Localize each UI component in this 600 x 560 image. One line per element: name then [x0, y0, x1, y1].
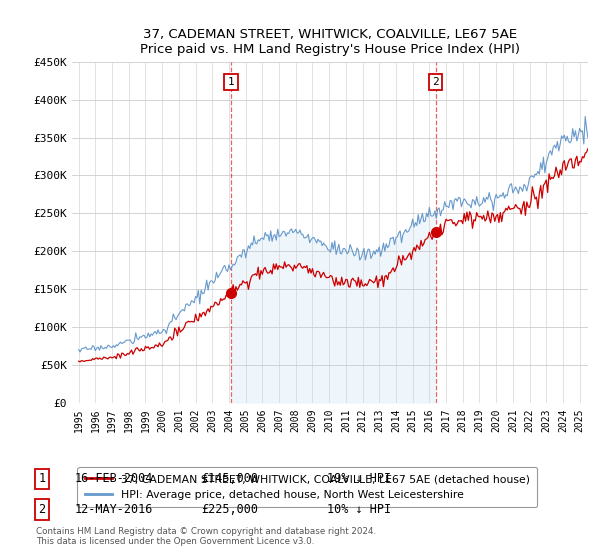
- Text: 10% ↓ HPI: 10% ↓ HPI: [327, 503, 391, 516]
- Text: 12-MAY-2016: 12-MAY-2016: [75, 503, 154, 516]
- Text: £145,000: £145,000: [201, 472, 258, 486]
- Text: £225,000: £225,000: [201, 503, 258, 516]
- Text: 2: 2: [38, 503, 46, 516]
- Title: 37, CADEMAN STREET, WHITWICK, COALVILLE, LE67 5AE
Price paid vs. HM Land Registr: 37, CADEMAN STREET, WHITWICK, COALVILLE,…: [140, 28, 520, 56]
- Text: 1: 1: [227, 77, 235, 87]
- Text: Contains HM Land Registry data © Crown copyright and database right 2024.
This d: Contains HM Land Registry data © Crown c…: [36, 526, 376, 546]
- Text: 2: 2: [432, 77, 439, 87]
- Text: 19% ↓ HPI: 19% ↓ HPI: [327, 472, 391, 486]
- Legend: 37, CADEMAN STREET, WHITWICK, COALVILLE, LE67 5AE (detached house), HPI: Average: 37, CADEMAN STREET, WHITWICK, COALVILLE,…: [77, 466, 538, 507]
- Text: 1: 1: [38, 472, 46, 486]
- Text: 16-FEB-2004: 16-FEB-2004: [75, 472, 154, 486]
